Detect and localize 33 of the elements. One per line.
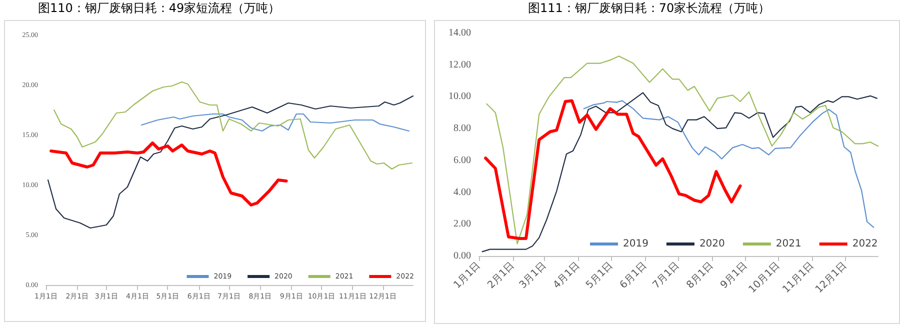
x-tick-label: 2月1日 xyxy=(486,260,517,292)
y-tick-label: 6.00 xyxy=(454,154,471,166)
legend-label: 2022 xyxy=(852,238,878,250)
x-tick-label: 9月1日 xyxy=(718,260,750,292)
x-tick-label: 10月1日 xyxy=(747,260,782,296)
y-tick-label: 2.00 xyxy=(454,218,471,230)
line-series xyxy=(53,81,413,170)
line-series xyxy=(140,113,410,132)
y-tick-label: 8.00 xyxy=(454,123,471,134)
x-tick-label: 6月1日 xyxy=(618,260,650,292)
y-tick-label: 10.00 xyxy=(448,91,471,102)
x-tick-label: 5月1日 xyxy=(584,260,616,292)
x-tick-label: 1月1日 xyxy=(452,260,483,292)
line-series xyxy=(482,92,878,252)
legend-label: 2021 xyxy=(776,238,802,250)
x-tick-label: 11月1日 xyxy=(780,260,816,296)
x-tick-label: 8月1日 xyxy=(684,260,716,292)
line-series xyxy=(47,95,414,229)
y-tick-label: 4.00 xyxy=(454,186,471,198)
y-tick-label: 12.00 xyxy=(448,59,471,70)
y-tick-label: 0.00 xyxy=(454,250,471,262)
legend-label: 2019 xyxy=(623,238,648,250)
x-tick-label: 12月1日 xyxy=(814,260,850,296)
x-tick-label: 3月1日 xyxy=(518,260,548,292)
x-tick-label: 4月1日 xyxy=(551,260,582,292)
chart-title: 图110：钢厂废钢日耗：49家短流程（万吨） xyxy=(38,0,280,17)
line-series xyxy=(583,100,874,228)
legend-label: 2020 xyxy=(699,238,725,250)
y-tick-label: 14.00 xyxy=(448,28,471,38)
line-series xyxy=(484,99,742,240)
line-series xyxy=(50,142,288,206)
chart-title: 图111：钢厂废钢日耗：70家长流程（万吨） xyxy=(528,0,770,17)
x-tick-label: 7月1日 xyxy=(650,260,682,292)
